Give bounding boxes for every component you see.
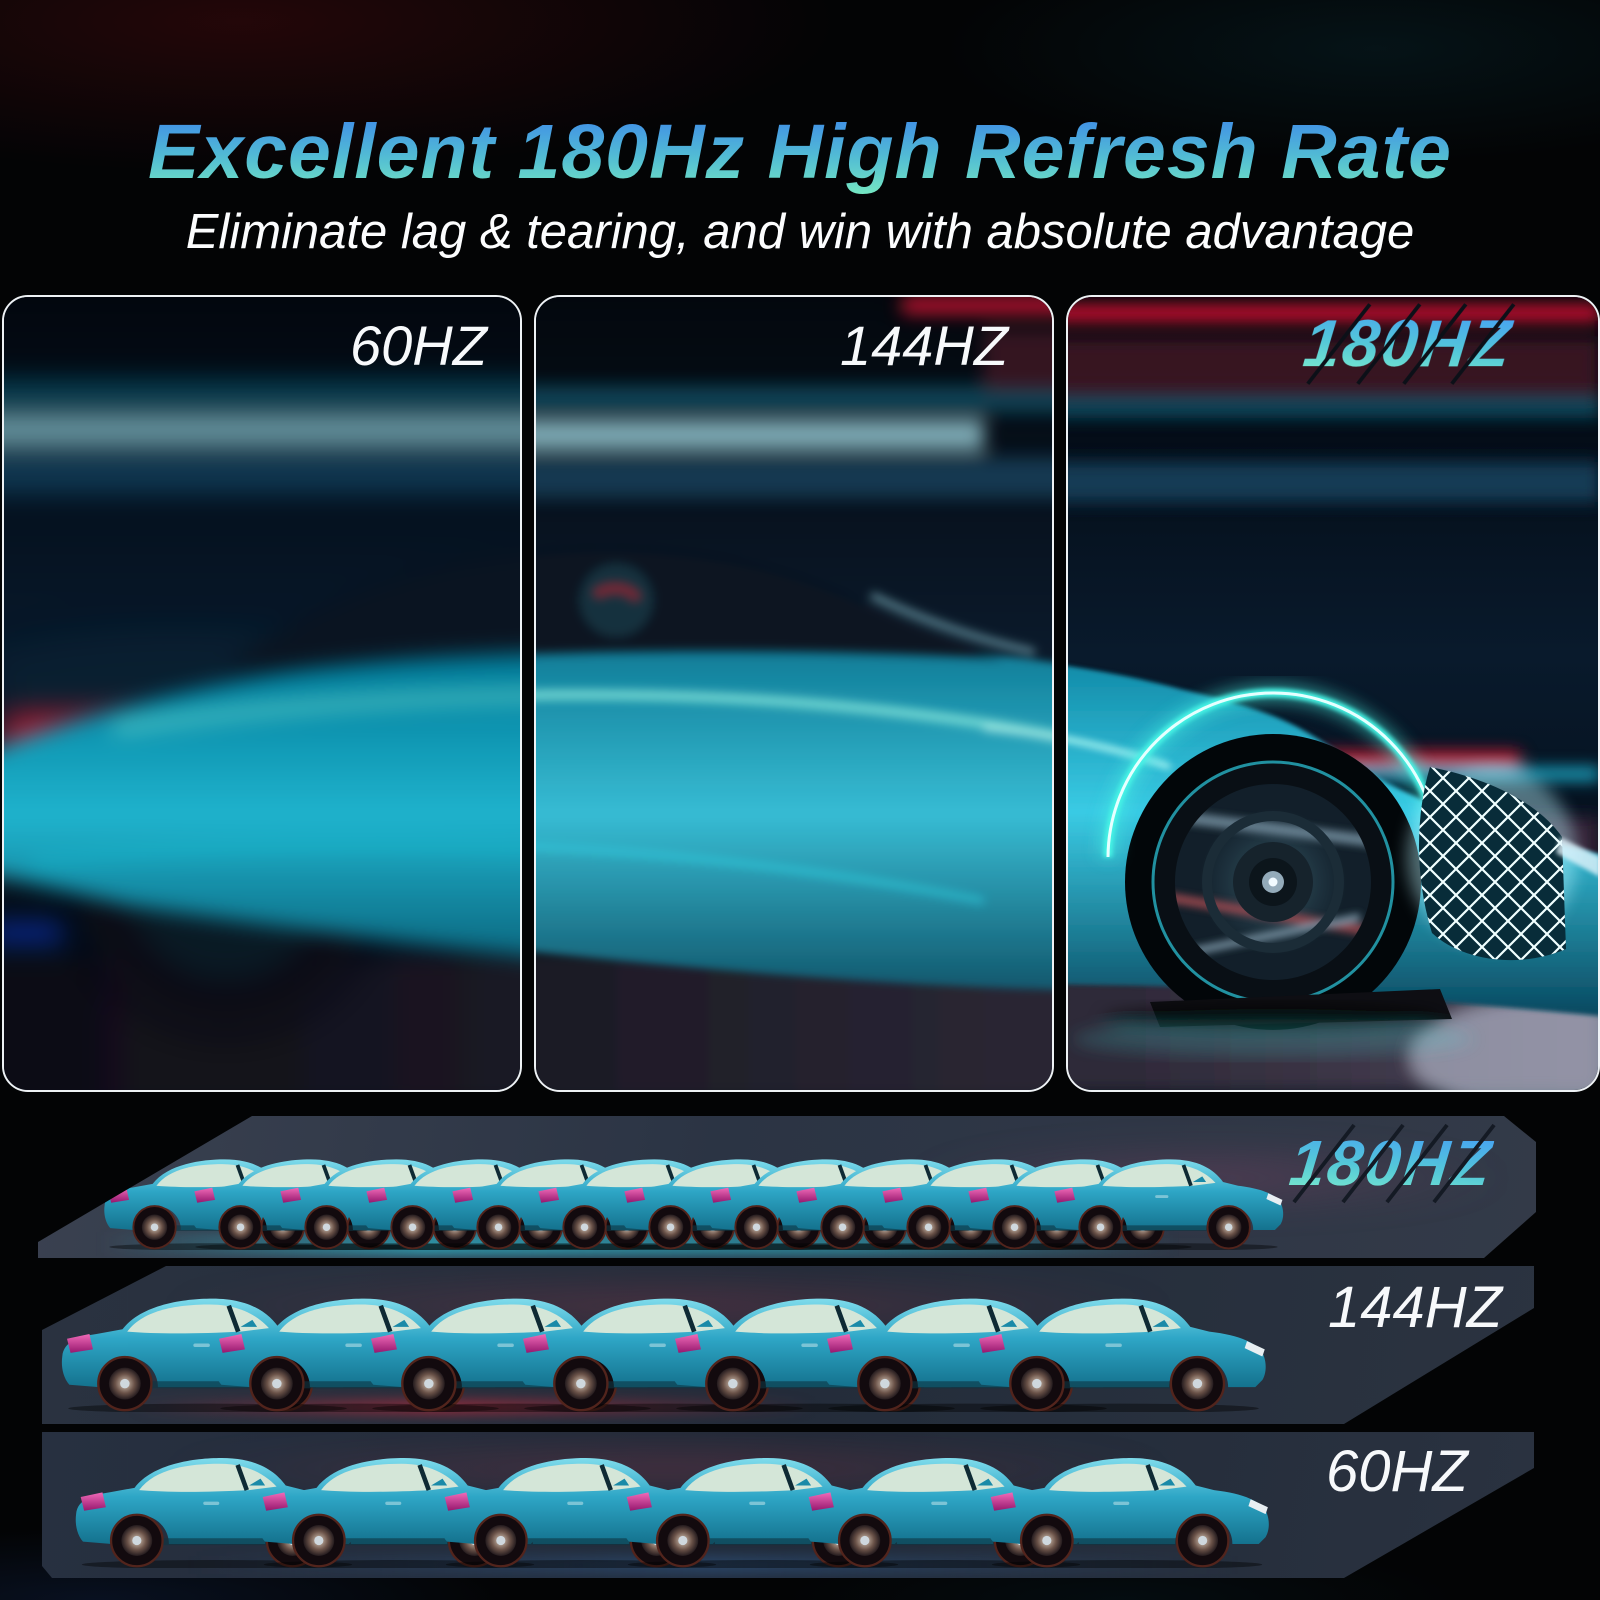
car-icon (986, 1458, 1269, 1569)
panel-180hz: 180HZ (1066, 295, 1600, 1092)
car-row-60hz (38, 1432, 1538, 1578)
panel-label-144hz: 144HZ (840, 314, 1009, 377)
frame-row-60hz: 60HZ (38, 1432, 1538, 1578)
frame-row-144hz: 144HZ (38, 1266, 1538, 1424)
row-label-60hz: 60HZ (1326, 1439, 1468, 1504)
panel-60hz: 60HZ (2, 295, 522, 1092)
car-row-144hz (38, 1266, 1538, 1424)
speeding-car-image-blurred (2, 295, 522, 1092)
page-title: Excellent 180Hz High Refresh Rate (0, 108, 1600, 197)
panel-label-180hz: 180HZ (1300, 302, 1516, 385)
panel-144hz: 144HZ (534, 295, 1054, 1092)
row-label-144hz: 144HZ (1328, 1275, 1503, 1340)
row-label-180hz: 180HZ (1286, 1123, 1496, 1204)
panel-label-60hz: 60HZ (350, 314, 487, 377)
frame-row-180hz: 180HZ (38, 1116, 1536, 1258)
speeding-car-image-semiblurred (534, 295, 1054, 1092)
speeding-car-image-sharp (1066, 297, 1600, 1092)
page-subtitle: Eliminate lag & tearing, and win with ab… (185, 204, 1415, 259)
